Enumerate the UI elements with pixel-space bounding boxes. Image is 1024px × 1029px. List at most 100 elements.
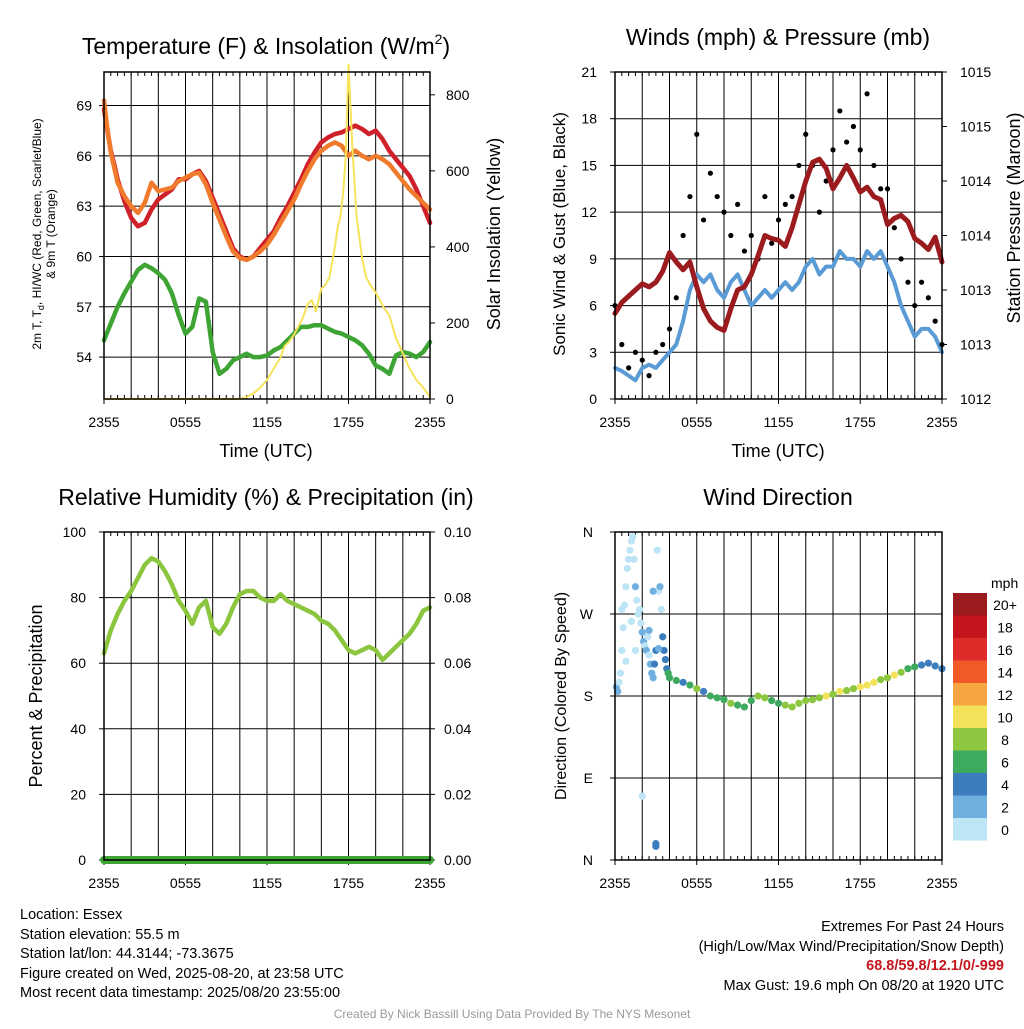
wind-gust-point	[775, 217, 782, 223]
wind-gust-point	[925, 295, 931, 301]
dir-point	[659, 633, 667, 641]
wind-gust-point	[796, 162, 802, 169]
extremes-sub: (High/Low/Max Wind/Precipitation/Snow De…	[698, 938, 1004, 955]
legend-label: 10	[997, 710, 1013, 726]
wind-gust-point	[884, 186, 891, 192]
legend-label: 6	[1001, 755, 1009, 771]
dir-point	[693, 685, 701, 693]
wind-gust-point	[687, 193, 693, 200]
wind-gust-point	[619, 341, 625, 348]
wind-y2tick-label: 1013	[960, 282, 991, 298]
rh-y2tick-label: 0.04	[444, 721, 471, 737]
wind-ytick-label: 6	[589, 298, 597, 314]
dir-point	[618, 605, 626, 614]
rh-xtick-label: 1755	[333, 875, 364, 891]
wind-gust-point	[714, 193, 720, 200]
dir-point	[627, 617, 635, 625]
dir-xtick-label: 2355	[599, 875, 630, 891]
dir-point	[622, 657, 630, 665]
temp-title: Temperature (F) & Insolation (W/m2)	[82, 31, 450, 59]
wind-xlabel: Time (UTC)	[731, 441, 824, 461]
legend-swatch	[953, 750, 987, 773]
dir-ytick-label: N	[583, 852, 593, 868]
legend-label: 0	[1001, 822, 1009, 838]
temp-y2tick-label: 600	[446, 163, 470, 179]
dir-point	[655, 645, 663, 653]
wind-ytick-label: 18	[581, 111, 597, 127]
wind-gust-point	[898, 256, 904, 262]
dir-point	[679, 678, 687, 686]
dir-point	[660, 646, 668, 655]
temp-y2tick-label: 800	[446, 87, 470, 103]
wind-xtick-label: 0555	[681, 414, 712, 430]
wind-gust-point	[762, 193, 768, 200]
legend-swatch	[953, 773, 987, 796]
created: Figure created on Wed, 2025-08-20, at 23…	[20, 965, 344, 982]
legend-label: 8	[1001, 732, 1009, 748]
legend-label: 12	[997, 687, 1013, 703]
wind-gust-point	[728, 232, 734, 239]
dir-point	[638, 628, 646, 636]
location: Location: Essex	[20, 907, 123, 923]
dir-point	[808, 696, 817, 704]
temp-xtick-label: 1755	[333, 414, 364, 430]
rh-xtick-label: 2355	[414, 875, 445, 891]
wind-ytick-label: 9	[589, 251, 597, 267]
wind-y2tick-label: 1014	[960, 173, 991, 189]
wind-gust-point	[639, 357, 645, 363]
temp-ytick-label: 66	[76, 148, 92, 164]
dir-point	[649, 674, 657, 682]
extremes-title: Extremes For Past 24 Hours	[821, 919, 1004, 935]
temp-series-yellow	[103, 63, 431, 400]
wind-gust-point	[891, 225, 897, 231]
wind-gust-point	[680, 232, 686, 239]
dir-point	[713, 694, 721, 702]
dir-point	[615, 678, 623, 686]
temp-ylabel-line2: & 9m T (Orange)	[44, 189, 58, 279]
dir-ytick-label: E	[584, 770, 593, 786]
wind-gust-point	[700, 217, 707, 223]
rh-title: Relative Humidity (%) & Precipitation (i…	[58, 484, 473, 510]
dir-xtick-label: 2355	[926, 875, 957, 891]
rh-y2tick-label: 0.08	[444, 590, 471, 606]
wind-y2tick-label: 1012	[960, 391, 991, 407]
rh-ytick-label: 100	[63, 524, 87, 540]
dir-point	[890, 671, 898, 679]
legend-swatch	[953, 728, 987, 751]
dir-point	[637, 619, 645, 627]
dir-point	[924, 659, 932, 667]
wind-xtick-label: 1755	[845, 414, 876, 430]
dir-point	[911, 663, 919, 671]
wind-gust-point	[837, 108, 843, 114]
legend-label: 14	[997, 665, 1013, 681]
wind-ytick-label: 3	[589, 344, 597, 360]
wind-gust-point	[905, 279, 911, 285]
dir-title: Wind Direction	[703, 484, 853, 510]
legend-label: 16	[997, 642, 1013, 658]
dir-point	[645, 651, 653, 659]
legend-swatch	[953, 683, 987, 706]
dir-point	[652, 842, 660, 850]
wind-ytick-label: 21	[581, 64, 597, 80]
rh-ylabel: Percent & Precipitation	[26, 604, 46, 787]
rh-xtick-label: 2355	[88, 875, 119, 891]
temp-xtick-label: 0555	[170, 414, 201, 430]
wind-gust-point	[646, 373, 652, 379]
dir-point	[795, 699, 803, 707]
dir-point	[631, 646, 640, 655]
legend-swatch	[953, 705, 987, 728]
rh-plot-frame	[103, 531, 431, 861]
temp-xtick-label: 1155	[252, 414, 282, 430]
wind-ytick-label: 15	[581, 157, 597, 173]
wind-gust-point	[850, 123, 857, 130]
dir-point	[754, 692, 762, 700]
dir-point	[619, 624, 627, 632]
dir-point	[843, 686, 851, 695]
credit: Created By Nick Bassill Using Data Provi…	[333, 1007, 691, 1021]
legend-swatch	[953, 818, 987, 841]
dir-point	[897, 668, 905, 676]
dir-point	[665, 674, 674, 682]
dir-point	[917, 661, 926, 669]
dir-xtick-label: 1755	[845, 875, 876, 891]
dir-point	[672, 676, 680, 685]
